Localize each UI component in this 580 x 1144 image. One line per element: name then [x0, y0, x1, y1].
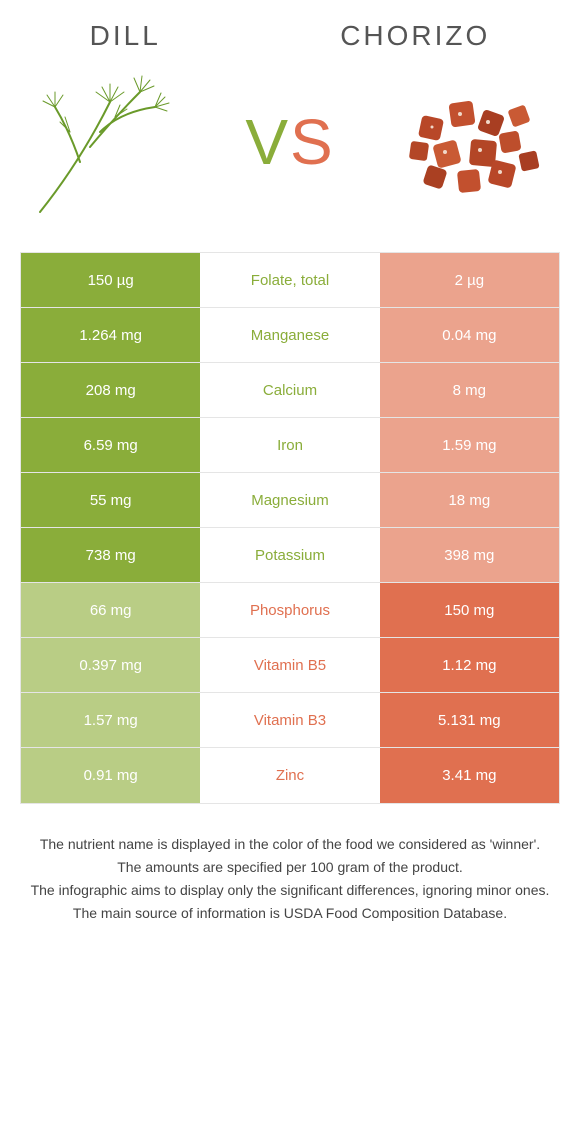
- footnote-3: The infographic aims to display only the…: [30, 880, 550, 901]
- nutrient-label-cell: Manganese: [200, 308, 379, 362]
- vs-s: S: [290, 106, 335, 178]
- right-value-cell: 3.41 mg: [380, 748, 559, 803]
- right-value-cell: 1.12 mg: [380, 638, 559, 692]
- table-row: 1.57 mgVitamin B35.131 mg: [21, 693, 559, 748]
- vs-row: VS: [0, 62, 580, 252]
- table-row: 150 µgFolate, total2 µg: [21, 253, 559, 308]
- nutrient-label-cell: Magnesium: [200, 473, 379, 527]
- left-value-cell: 0.91 mg: [21, 748, 200, 803]
- footnote-2: The amounts are specified per 100 gram o…: [30, 857, 550, 878]
- vs-label: VS: [245, 105, 334, 179]
- left-value-cell: 1.264 mg: [21, 308, 200, 362]
- right-food-title: Chorizo: [340, 20, 490, 52]
- nutrient-label-cell: Phosphorus: [200, 583, 379, 637]
- left-value-cell: 0.397 mg: [21, 638, 200, 692]
- nutrient-label-cell: Vitamin B3: [200, 693, 379, 747]
- right-value-cell: 18 mg: [380, 473, 559, 527]
- nutrient-label-cell: Calcium: [200, 363, 379, 417]
- table-row: 6.59 mgIron1.59 mg: [21, 418, 559, 473]
- nutrient-label-cell: Zinc: [200, 748, 379, 803]
- footnote-1: The nutrient name is displayed in the co…: [30, 834, 550, 855]
- table-row: 1.264 mgManganese0.04 mg: [21, 308, 559, 363]
- left-value-cell: 55 mg: [21, 473, 200, 527]
- nutrient-label-cell: Potassium: [200, 528, 379, 582]
- nutrient-table: 150 µgFolate, total2 µg1.264 mgManganese…: [20, 252, 560, 804]
- vs-v: V: [245, 106, 290, 178]
- left-food-title: Dill: [90, 20, 161, 52]
- table-row: 738 mgPotassium398 mg: [21, 528, 559, 583]
- right-value-cell: 1.59 mg: [380, 418, 559, 472]
- table-row: 55 mgMagnesium18 mg: [21, 473, 559, 528]
- left-value-cell: 66 mg: [21, 583, 200, 637]
- nutrient-label-cell: Vitamin B5: [200, 638, 379, 692]
- left-value-cell: 738 mg: [21, 528, 200, 582]
- dill-icon: [20, 62, 200, 222]
- left-value-cell: 150 µg: [21, 253, 200, 307]
- right-value-cell: 2 µg: [380, 253, 559, 307]
- dill-image: [20, 62, 200, 222]
- left-value-cell: 208 mg: [21, 363, 200, 417]
- right-value-cell: 150 mg: [380, 583, 559, 637]
- footnote-4: The main source of information is USDA F…: [30, 903, 550, 924]
- footnotes: The nutrient name is displayed in the co…: [30, 834, 550, 924]
- nutrient-label-cell: Iron: [200, 418, 379, 472]
- right-value-cell: 8 mg: [380, 363, 559, 417]
- table-row: 208 mgCalcium8 mg: [21, 363, 559, 418]
- header-titles: Dill Chorizo: [0, 0, 580, 62]
- right-value-cell: 5.131 mg: [380, 693, 559, 747]
- right-value-cell: 398 mg: [380, 528, 559, 582]
- chorizo-icon: [380, 62, 560, 222]
- nutrient-label-cell: Folate, total: [200, 253, 379, 307]
- left-value-cell: 6.59 mg: [21, 418, 200, 472]
- chorizo-image: [380, 62, 560, 222]
- table-row: 0.91 mgZinc3.41 mg: [21, 748, 559, 803]
- table-row: 66 mgPhosphorus150 mg: [21, 583, 559, 638]
- right-value-cell: 0.04 mg: [380, 308, 559, 362]
- left-value-cell: 1.57 mg: [21, 693, 200, 747]
- table-row: 0.397 mgVitamin B51.12 mg: [21, 638, 559, 693]
